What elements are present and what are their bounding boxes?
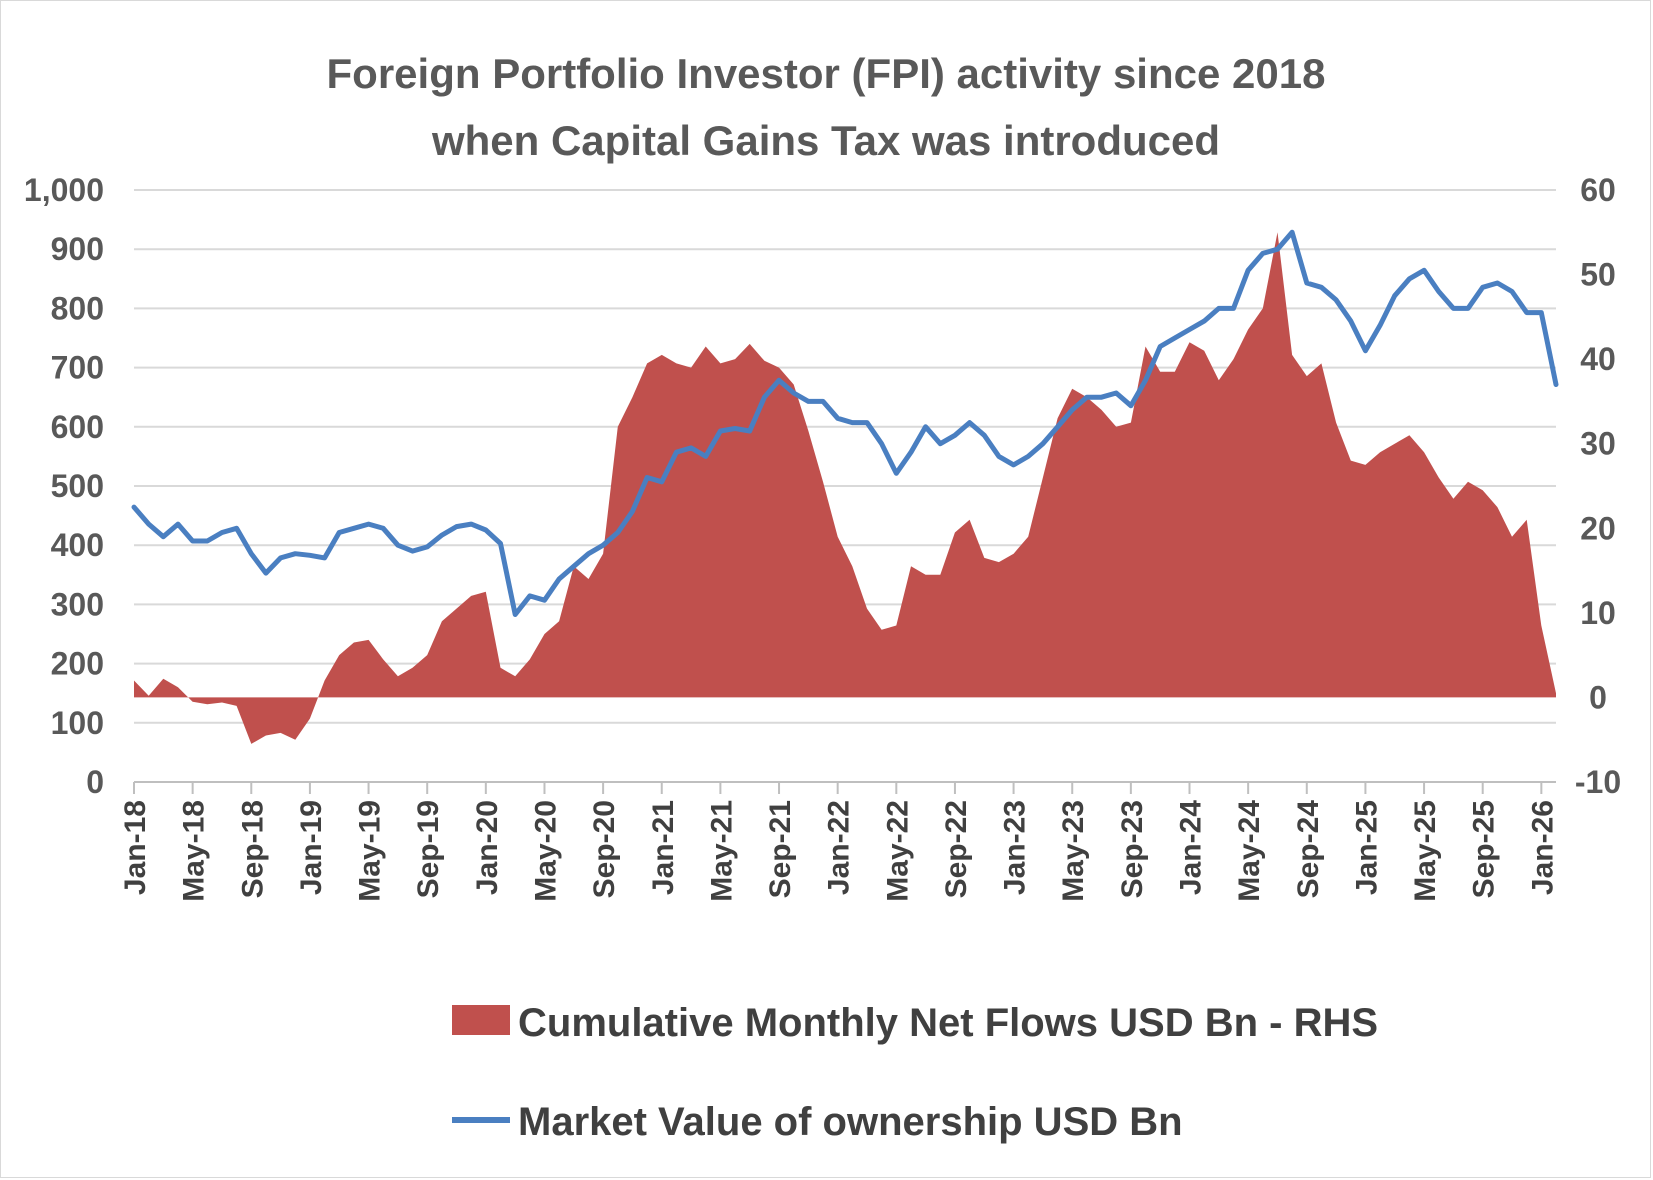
x-tick-label: May-19 [354,800,387,902]
x-tick-label: Jan-21 [647,800,680,895]
right-axis: 60 50 40 30 20 10 0 -10 [1575,172,1621,800]
x-tick-label: Jan-25 [1350,800,1383,895]
x-tick-label: May-20 [529,800,562,902]
x-tick-label: Jan-23 [999,800,1032,895]
net-flows-area [134,232,1556,744]
legend-label-line: Market Value of ownership USD Bn [518,1100,1183,1144]
right-tick-label: 50 [1580,257,1616,293]
x-tick-label: Jan-18 [119,800,152,895]
left-tick-label: 200 [51,646,104,682]
x-tick-label: May-24 [1233,800,1266,902]
left-tick-label: 700 [51,350,104,386]
x-tick-label: Sep-20 [588,800,621,898]
x-tick-label: Jan-26 [1526,800,1559,895]
legend: Cumulative Monthly Net Flows USD Bn - RH… [452,1001,1378,1144]
market-value-line [131,229,1559,617]
x-tick-label: Sep-21 [764,800,797,898]
right-tick-label: -10 [1575,764,1621,800]
x-tick-label: Sep-24 [1292,800,1325,899]
x-tick-label: Jan-19 [295,800,328,895]
left-tick-label: 500 [51,468,104,504]
left-tick-label: 600 [51,409,104,445]
right-tick-label: 10 [1580,595,1616,631]
left-tick-label: 800 [51,290,104,326]
left-tick-label: 400 [51,527,104,563]
right-tick-label: 0 [1589,679,1607,715]
line-series [131,229,1559,617]
right-tick-label: 20 [1580,510,1616,546]
x-axis: Jan-18 May-18 Sep-18 Jan-19 May-19 Sep-19 Jan-… [119,782,1559,902]
left-tick-label: 300 [51,586,104,622]
left-tick-label: 0 [86,764,104,800]
x-tick-label: May-21 [705,800,738,902]
chart-subtitle: when Capital Gains Tax was introduced [431,117,1220,164]
x-tick-label: Sep-18 [236,800,269,898]
x-tick-label: May-18 [178,800,211,902]
x-tick-label: Sep-25 [1468,800,1501,898]
x-tick-label: Sep-23 [1116,800,1149,898]
left-tick-label: 900 [51,231,104,267]
right-tick-label: 30 [1580,426,1616,462]
chart-title: Foreign Portfolio Investor (FPI) activit… [327,50,1326,97]
right-tick-label: 40 [1580,341,1616,377]
left-axis: 1,000 900 800 700 600 500 400 300 200 100 0 [24,172,104,800]
x-tick-label: Sep-19 [412,800,445,898]
x-tick-label: Jan-24 [1175,800,1208,895]
x-tick-label: Jan-22 [823,800,856,895]
legend-label-area: Cumulative Monthly Net Flows USD Bn - RH… [518,1001,1378,1045]
x-tick-label: Sep-22 [940,800,973,898]
area-series [134,232,1556,744]
x-tick-label: Jan-20 [471,800,504,895]
x-tick-label: May-22 [881,800,914,902]
left-tick-label: 1,000 [24,172,104,208]
right-tick-label: 60 [1580,172,1616,208]
legend-swatch-area [452,1005,510,1035]
x-tick-label: May-25 [1409,800,1442,902]
left-tick-label: 100 [51,705,104,741]
x-tick-label: May-23 [1057,800,1090,902]
